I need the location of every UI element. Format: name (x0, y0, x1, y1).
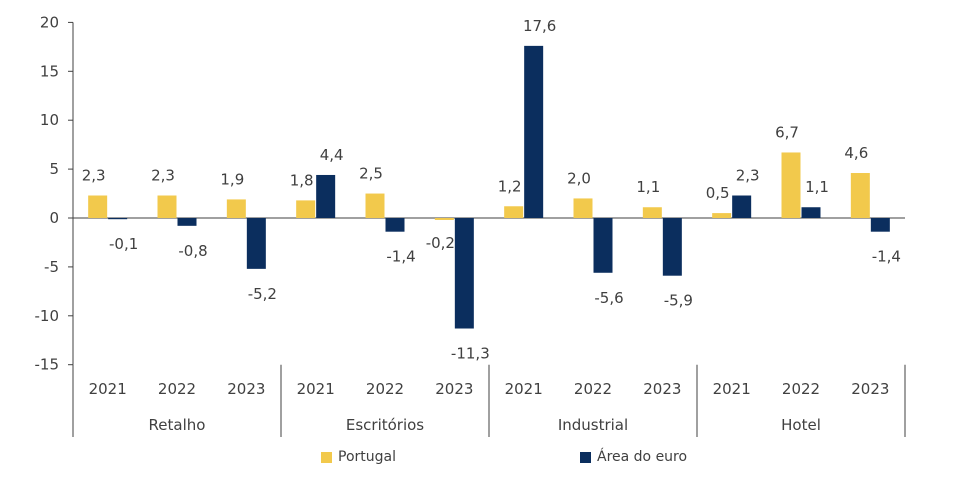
legend: Portugal Área do euro (0, 449, 953, 473)
x-tick-label: 2022 (782, 380, 820, 398)
bar-portugal (642, 207, 662, 218)
y-tick-label: 15 (40, 62, 59, 80)
x-tick-label: 2022 (574, 380, 612, 398)
bar-euro-area (524, 45, 544, 218)
bar-portugal (712, 213, 732, 218)
data-label-euro-area: -5,2 (248, 285, 277, 303)
x-tick-label: 2023 (643, 380, 681, 398)
data-label-portugal: 4,6 (844, 144, 868, 162)
legend-label-euro-area: Área do euro (597, 449, 688, 465)
data-label-euro-area: 17,6 (523, 17, 556, 35)
x-tick-label: 2023 (227, 380, 265, 398)
data-label-portugal: -0,2 (426, 234, 455, 252)
data-label-portugal: 2,3 (82, 167, 106, 185)
bar-euro-area (246, 218, 266, 269)
x-tick-label: 2021 (505, 380, 543, 398)
legend-swatch-portugal (321, 451, 332, 463)
bar-euro-area (108, 218, 128, 220)
bar-portugal (88, 195, 108, 218)
data-label-euro-area: -0,8 (178, 242, 207, 260)
data-label-euro-area: 4,4 (320, 146, 344, 164)
y-tick-label: -10 (35, 307, 60, 325)
legend-item-portugal: Portugal (321, 449, 396, 465)
x-tick-label: 2022 (158, 380, 196, 398)
x-tick-label: 2023 (851, 380, 889, 398)
data-label-portugal: 2,5 (359, 165, 383, 183)
legend-swatch-euro-area (580, 451, 591, 463)
y-tick-label: 5 (49, 160, 59, 178)
group-label: Hotel (781, 416, 821, 434)
bar-portugal (296, 200, 316, 218)
data-label-euro-area: -1,4 (872, 248, 901, 266)
y-tick-label: 20 (40, 13, 59, 31)
data-label-portugal: 0,5 (706, 184, 730, 202)
x-tick-label: 2022 (366, 380, 404, 398)
data-label-portugal: 2,0 (567, 169, 591, 187)
y-tick-label: 10 (40, 111, 59, 129)
data-label-euro-area: -0,1 (109, 235, 138, 253)
x-tick-label: 2021 (713, 380, 751, 398)
bar-euro-area (593, 218, 613, 273)
group-label: Retalho (149, 416, 206, 434)
data-label-portugal: 1,2 (498, 177, 522, 195)
bar-portugal (226, 199, 246, 218)
bar-portugal (573, 198, 593, 218)
data-label-euro-area: -5,6 (594, 289, 623, 307)
group-label: Industrial (558, 416, 628, 434)
bar-portugal (504, 206, 524, 218)
data-label-portugal: 1,9 (220, 170, 244, 188)
bar-portugal (781, 152, 801, 218)
data-label-portugal: 1,8 (290, 171, 314, 189)
data-label-portugal: 6,7 (775, 123, 799, 141)
data-label-portugal: 2,3 (151, 167, 175, 185)
bar-euro-area (316, 174, 336, 218)
group-label: Escritórios (346, 416, 424, 434)
data-label-portugal: 1,1 (636, 178, 660, 196)
legend-item-euro-area: Área do euro (580, 449, 687, 465)
bar-euro-area (732, 195, 752, 218)
bar-euro-area (177, 218, 197, 226)
bar-euro-area (662, 218, 682, 276)
data-label-euro-area: 2,3 (736, 167, 760, 185)
data-label-euro-area: -5,9 (664, 292, 693, 310)
data-label-euro-area: -1,4 (386, 248, 415, 266)
data-label-euro-area: -11,3 (451, 345, 490, 363)
y-tick-label: -5 (44, 258, 59, 276)
data-label-euro-area: 1,1 (805, 178, 829, 196)
x-tick-label: 2023 (435, 380, 473, 398)
legend-label-portugal: Portugal (338, 449, 396, 465)
bar-portugal (365, 193, 385, 218)
x-tick-label: 2021 (89, 380, 127, 398)
bar-euro-area (385, 218, 405, 232)
bar-portugal (850, 173, 870, 218)
bar-euro-area (870, 218, 890, 232)
y-tick-label: 0 (49, 209, 59, 227)
bar-euro-area (801, 207, 821, 218)
y-tick-label: -15 (35, 356, 60, 374)
bar-portugal (157, 195, 177, 218)
bar-euro-area (454, 218, 474, 329)
x-tick-label: 2021 (297, 380, 335, 398)
bar-portugal (434, 218, 454, 220)
